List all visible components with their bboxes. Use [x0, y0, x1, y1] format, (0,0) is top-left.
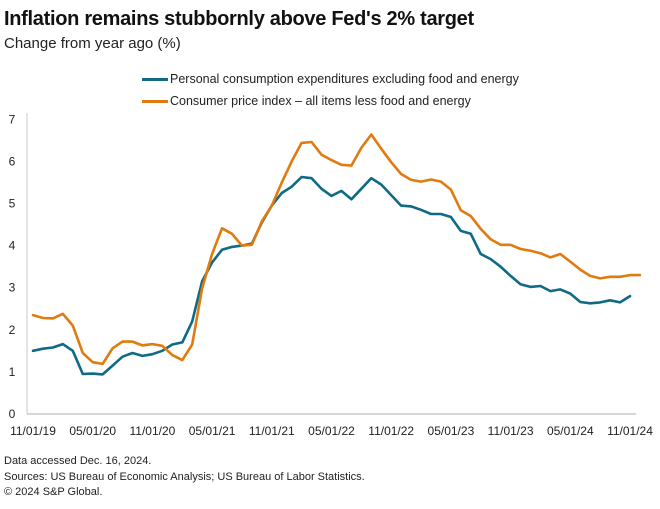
chart-subtitle: Change from year ago (%)	[4, 35, 181, 52]
x-tick-label: 05/01/22	[308, 424, 355, 438]
y-tick-label: 2	[9, 323, 16, 337]
x-tick-label: 11/01/24	[607, 424, 653, 438]
x-tick-label: 05/01/23	[428, 424, 475, 438]
legend-label-pce: Personal consumption expenditures exclud…	[170, 72, 519, 86]
x-tick-label: 11/01/23	[488, 424, 534, 438]
x-tick-label: 11/01/19	[10, 424, 56, 438]
footer-data-accessed: Data accessed Dec. 16, 2024.	[4, 455, 152, 467]
x-tick-label: 05/01/24	[547, 424, 594, 438]
legend-swatch-cpi	[142, 99, 168, 103]
x-tick-label: 05/01/21	[189, 424, 236, 438]
y-tick-label: 1	[9, 365, 16, 379]
y-tick-label: 3	[9, 281, 16, 295]
chart-footer: Data accessed Dec. 16, 2024. Sources: US…	[4, 454, 365, 501]
legend-swatch-pce	[142, 77, 168, 81]
x-tick-label: 11/01/20	[129, 424, 175, 438]
legend-item-pce: Personal consumption expenditures exclud…	[142, 68, 519, 90]
y-tick-label: 0	[9, 407, 16, 421]
y-tick-label: 4	[9, 239, 16, 253]
chart-title: Inflation remains stubbornly above Fed's…	[4, 8, 474, 30]
legend-item-cpi: Consumer price index – all items less fo…	[142, 90, 519, 112]
series-line-pce	[31, 175, 632, 376]
y-tick-label: 6	[9, 154, 16, 168]
footer-sources: Sources: US Bureau of Economic Analysis;…	[4, 470, 365, 483]
x-tick-label: 11/01/22	[368, 424, 414, 438]
x-tick-label: 05/01/20	[69, 424, 116, 438]
legend-label-cpi: Consumer price index – all items less fo…	[170, 94, 471, 108]
line-chart: 0 1 2 3 4 5 6 7 11/01/19 05/01/20 11/01/20 05/01/21…	[9, 112, 654, 438]
legend: Personal consumption expenditures exclud…	[142, 68, 519, 112]
x-tick-label: 11/01/21	[249, 424, 295, 438]
footer-copyright: © 2024 S&P Global.	[4, 486, 103, 498]
y-tick-label: 7	[9, 112, 16, 126]
series-line-cpi	[31, 133, 642, 366]
y-tick-label: 5	[9, 197, 16, 211]
